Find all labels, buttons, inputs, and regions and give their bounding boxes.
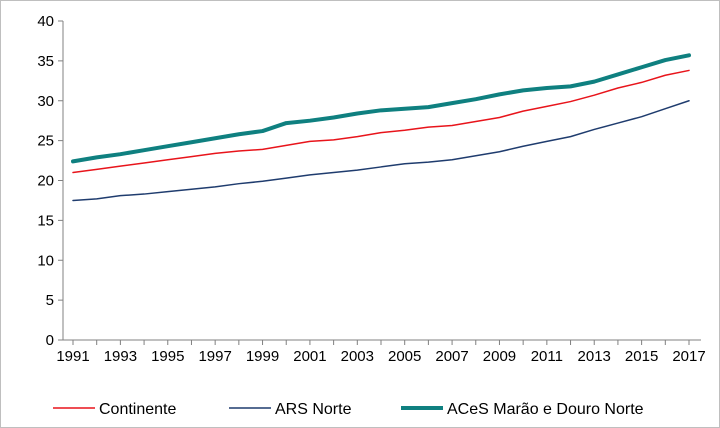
y-tick-label: 25 (37, 133, 54, 150)
series-line (71, 53, 691, 164)
x-tick-label: 2003 (341, 348, 374, 365)
x-tick-label: 2001 (293, 348, 326, 365)
y-tick-label: 35 (37, 53, 54, 70)
x-tick-label: 1991 (56, 348, 89, 365)
y-axis: 0 5 10 15 20 25 30 35 40 (37, 13, 64, 349)
legend-label: ACeS Marão e Douro Norte (447, 401, 644, 418)
x-tick-label: 2007 (435, 348, 468, 365)
y-tick-label: 20 (37, 173, 54, 190)
y-tick-label: 10 (37, 252, 54, 269)
x-tick-label: 1995 (151, 348, 184, 365)
y-tick-label: 30 (37, 93, 54, 110)
x-tick-label: 1999 (246, 348, 279, 365)
x-tick-label: 2011 (531, 348, 563, 365)
y-tick-label: 15 (37, 212, 54, 229)
x-axis: 1991 1993 1995 1997 1999 2001 2003 2005 2007 2009… (56, 339, 706, 365)
series-line (72, 69, 690, 174)
y-tick-label: 5 (46, 292, 54, 309)
x-tick-label: 2015 (625, 348, 658, 365)
legend: Continente ARS Norte ACeS Marão e Douro No… (53, 401, 644, 418)
series-line (72, 100, 690, 202)
legend-label: Continente (99, 401, 176, 418)
series-layer (71, 53, 691, 202)
x-tick-label: 2009 (483, 348, 516, 365)
x-tick-label: 1993 (104, 348, 137, 365)
x-tick-label: 2013 (578, 348, 611, 365)
legend-label: ARS Norte (275, 401, 352, 418)
y-tick-label: 40 (37, 13, 54, 30)
y-tick-label: 0 (46, 332, 54, 349)
x-tick-label: 2017 (672, 348, 705, 365)
x-tick-label: 1997 (198, 348, 231, 365)
x-tick-label: 2005 (388, 348, 421, 365)
